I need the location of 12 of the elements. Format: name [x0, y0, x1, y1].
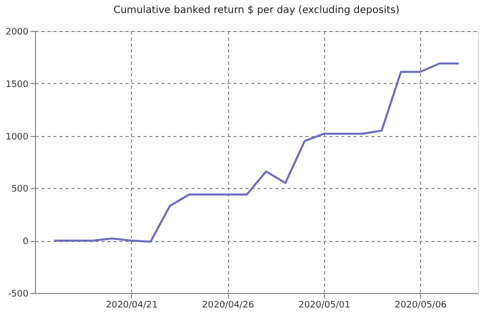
x-tick-label: 2020/04/21 — [106, 300, 158, 310]
line-series — [53, 62, 460, 243]
x-tick-label: 2020/05/06 — [394, 300, 447, 310]
chart-title: Cumulative banked return $ per day (excluding deposits) — [113, 5, 400, 16]
x-tick-label: 2020/05/01 — [298, 300, 350, 310]
x-tick-label: 2020/04/26 — [202, 300, 254, 310]
y-tick-label: -500 — [8, 290, 29, 300]
y-tick-label: 1000 — [6, 132, 29, 142]
y-tick-label: 0 — [22, 237, 29, 248]
y-tick-label: 1500 — [6, 80, 29, 90]
y-tick-label: 500 — [11, 184, 29, 195]
y-tick-label: 2000 — [6, 28, 29, 38]
